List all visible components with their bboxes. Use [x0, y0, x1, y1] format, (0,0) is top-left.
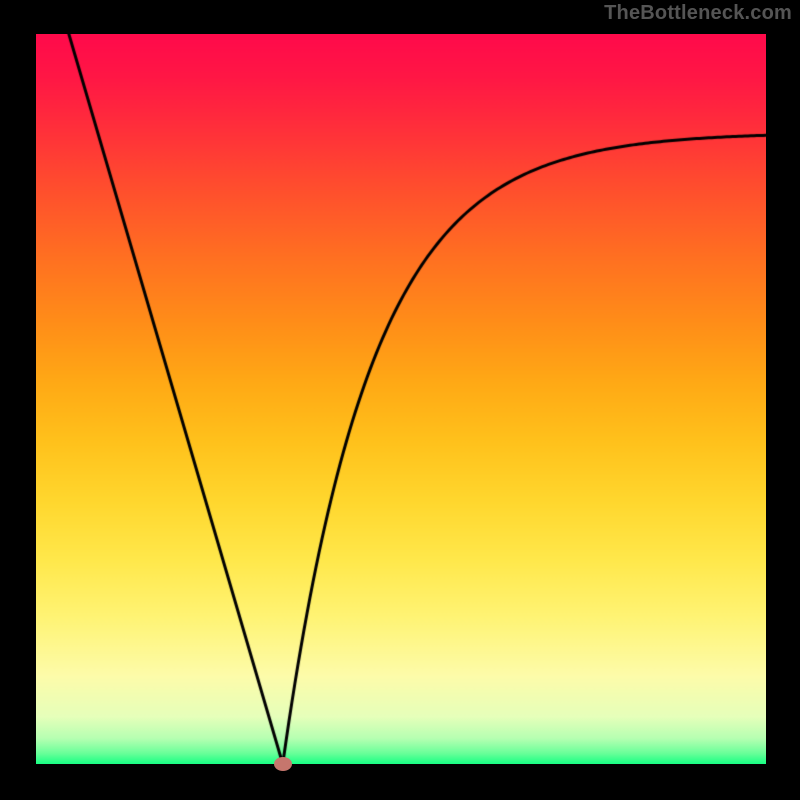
- plot-area: [36, 34, 766, 764]
- vertex-dot: [274, 757, 292, 771]
- chart-stage: TheBottleneck.com: [0, 0, 800, 800]
- bottleneck-curve: [36, 34, 766, 764]
- attribution-label: TheBottleneck.com: [604, 2, 792, 25]
